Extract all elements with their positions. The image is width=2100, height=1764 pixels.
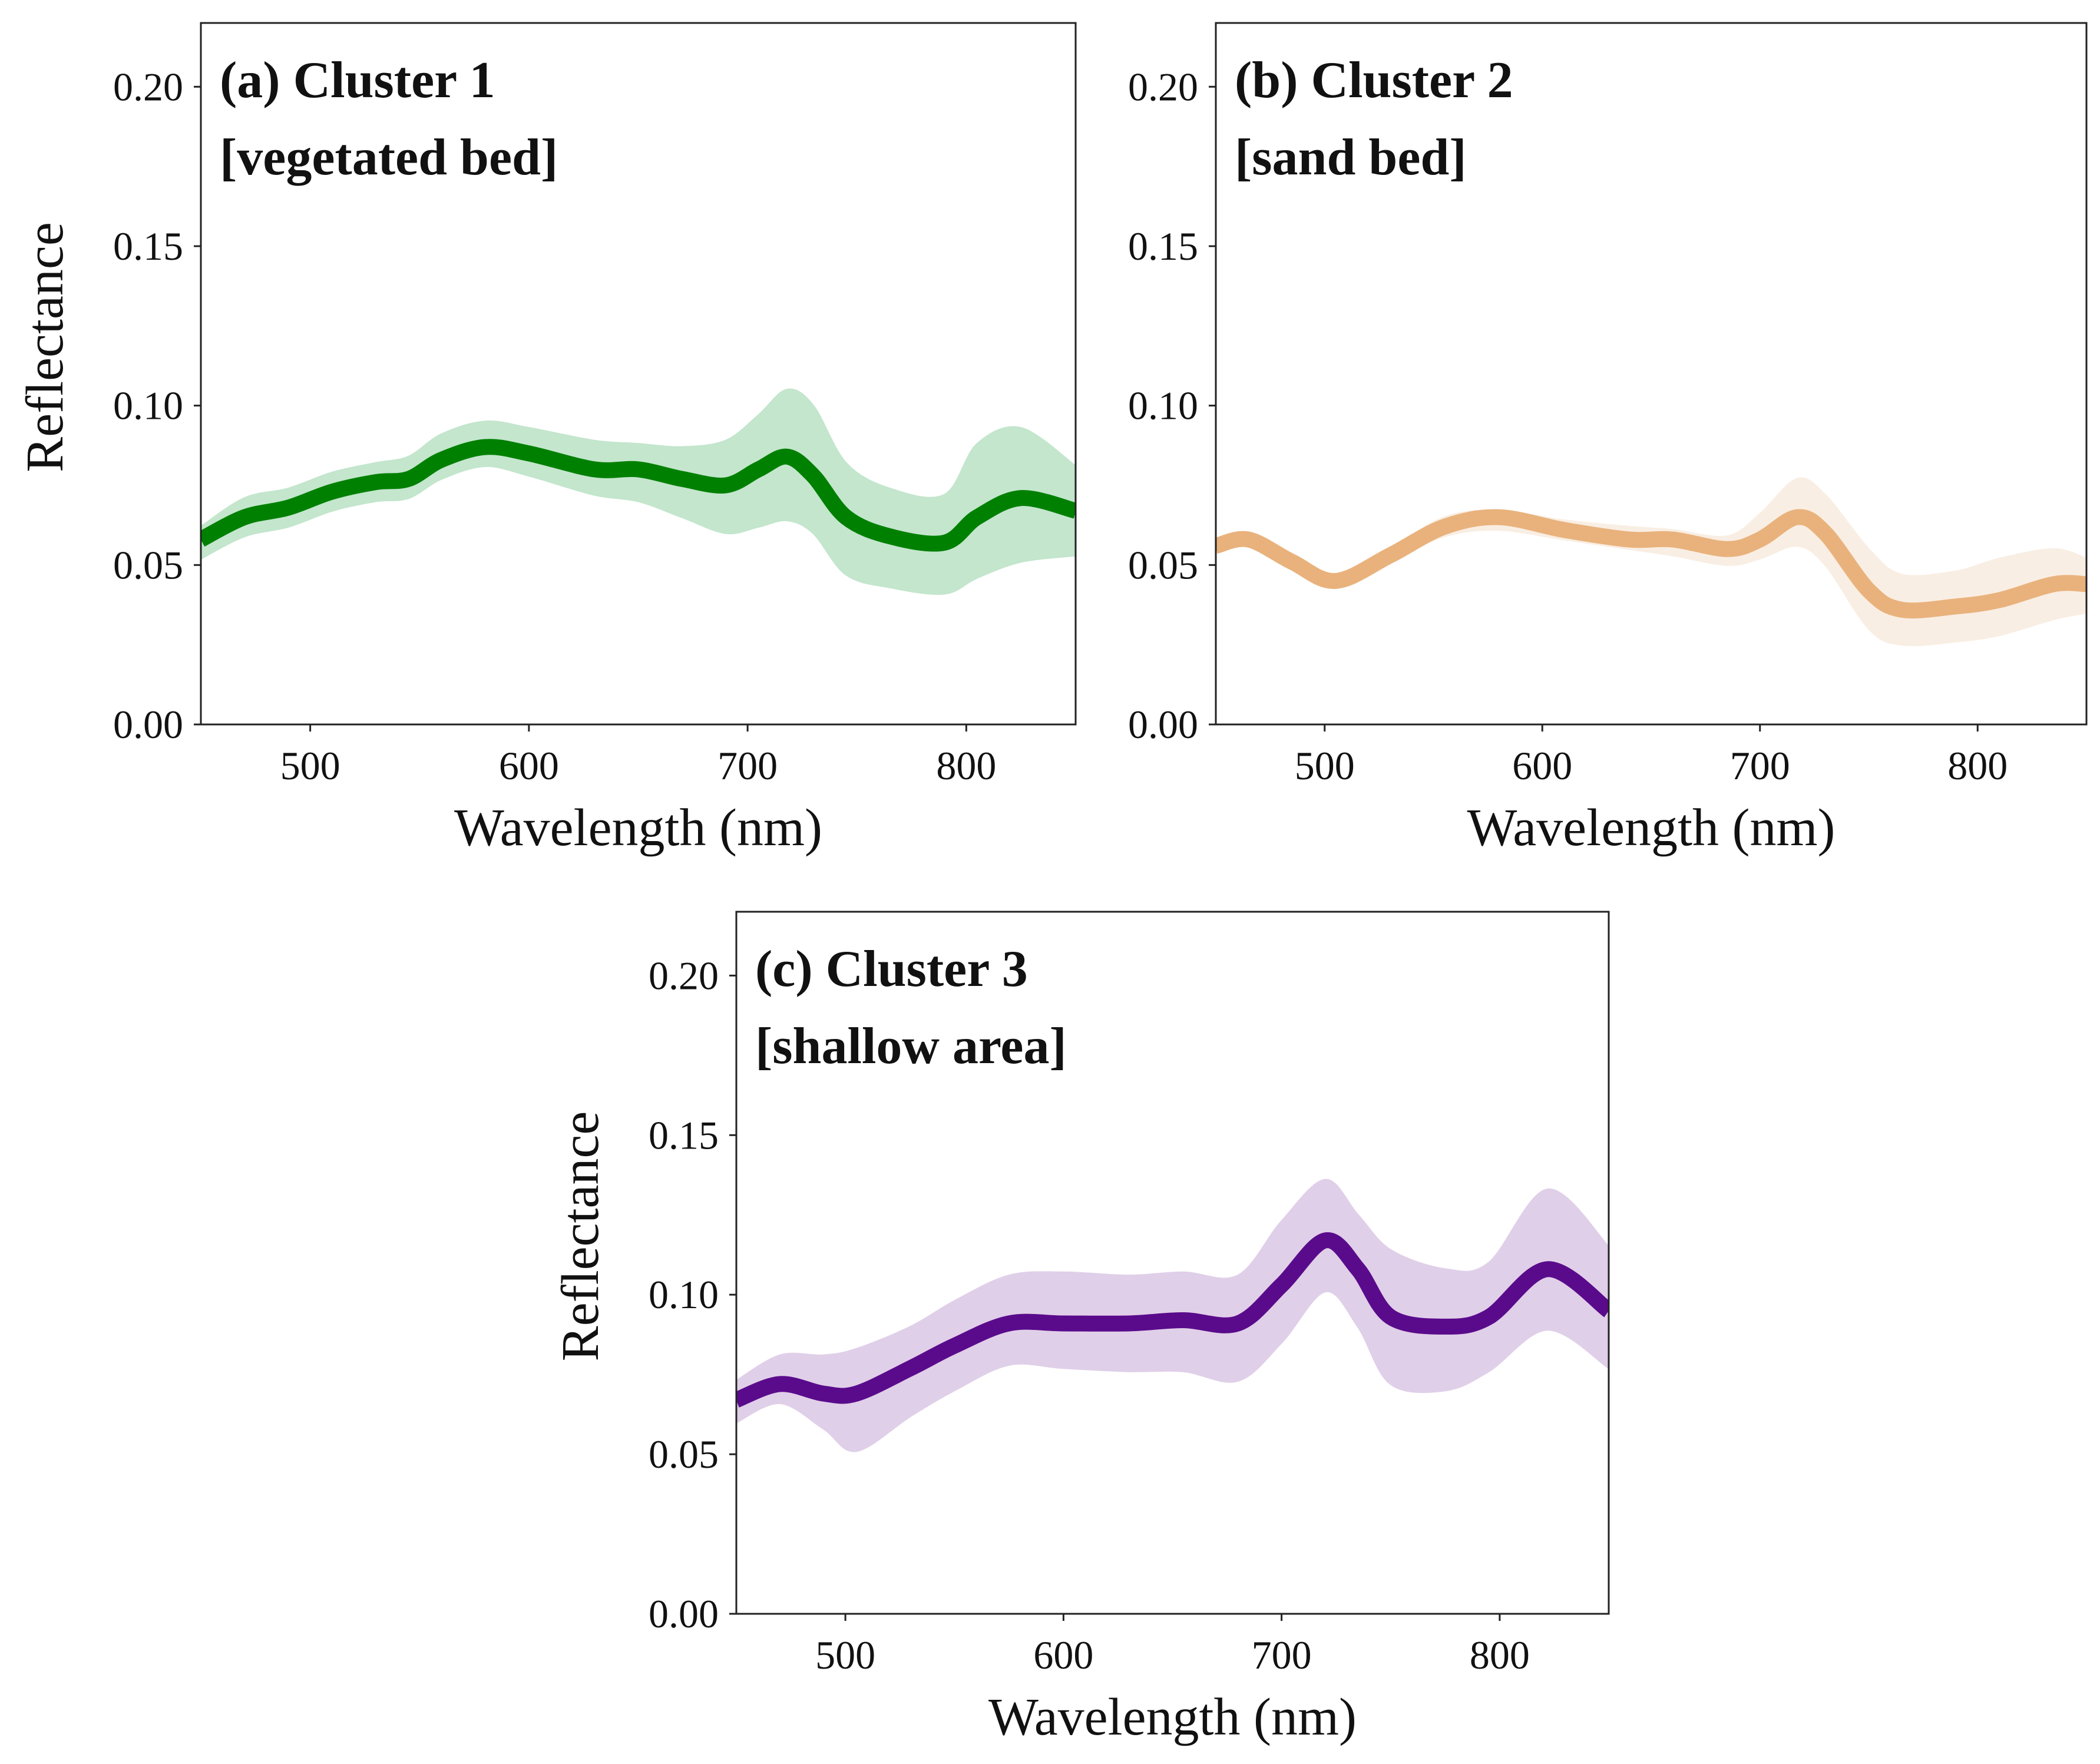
y-tick-label: 0.00 (1128, 702, 1198, 747)
plot-area (736, 1179, 1609, 1452)
x-tick-label: 500 (1295, 743, 1355, 788)
y-tick-label: 0.05 (649, 1432, 719, 1477)
axes-frame (735, 911, 1610, 1615)
y-tick-label: 0.10 (1128, 383, 1198, 428)
std-band (1216, 477, 2086, 647)
axes-frame (1215, 22, 2088, 726)
y-axis-label: Reflectance (551, 1111, 610, 1362)
x-tick-label: 500 (280, 743, 340, 788)
x-tick-label: 600 (499, 743, 559, 788)
x-tick-label: 800 (1470, 1633, 1530, 1677)
x-tick-label: 700 (1252, 1633, 1312, 1677)
y-tick-label: 0.15 (1128, 224, 1198, 269)
panel-title: (a) Cluster 1 (220, 52, 495, 109)
x-tick-label: 700 (717, 743, 778, 788)
x-axis-label: Wavelength (nm) (988, 1688, 1357, 1746)
panel-3: 500 600 700 800 0.00 0.05 0.10 0.15 0.20 Waveleng… (551, 911, 1610, 1746)
x-tick-label: 600 (1033, 1633, 1093, 1677)
y-tick-label: 0.20 (649, 953, 719, 998)
panel-1: 500 600 700 800 0.00 0.05 0.10 0.15 0.20 Waveleng… (16, 22, 1077, 857)
y-tick-label: 0.00 (649, 1591, 719, 1636)
x-tick-label: 500 (815, 1633, 875, 1677)
y-axis-label: Reflectance (16, 222, 74, 472)
x-tick-label: 600 (1512, 743, 1572, 788)
y-tick-label: 0.00 (113, 702, 183, 747)
x-tick-label: 700 (1730, 743, 1790, 788)
panel-title: (b) Cluster 2 (1235, 52, 1513, 109)
x-axis-label: Wavelength (nm) (454, 799, 822, 857)
y-tick-label: 0.10 (649, 1272, 719, 1317)
axes-frame (200, 22, 1077, 726)
plot-area (1216, 477, 2086, 647)
mean-line (1216, 509, 2086, 619)
y-tick-label: 0.10 (113, 383, 183, 428)
y-tick-label: 0.20 (1128, 64, 1198, 109)
y-tick-label: 0.20 (113, 64, 183, 109)
panel-subtitle: [sand bed] (1235, 129, 1467, 186)
panel-2: 500 600 700 800 0.00 0.05 0.10 0.15 0.20 Waveleng… (1128, 22, 2088, 857)
y-tick-label: 0.15 (113, 224, 183, 269)
panel-title: (c) Cluster 3 (755, 941, 1028, 998)
y-tick-label: 0.15 (649, 1113, 719, 1157)
mean-line (201, 439, 1076, 552)
std-band (201, 388, 1076, 595)
y-tick-label: 0.05 (1128, 542, 1198, 587)
panel-subtitle: [shallow area] (755, 1018, 1067, 1075)
panel-subtitle: [vegetated bed] (220, 129, 558, 186)
x-tick-label: 800 (1947, 743, 2008, 788)
x-axis-label: Wavelength (nm) (1467, 799, 1835, 857)
y-tick-label: 0.05 (113, 542, 183, 587)
x-tick-label: 800 (936, 743, 996, 788)
mean-line (736, 1232, 1609, 1408)
plot-area (201, 388, 1076, 595)
